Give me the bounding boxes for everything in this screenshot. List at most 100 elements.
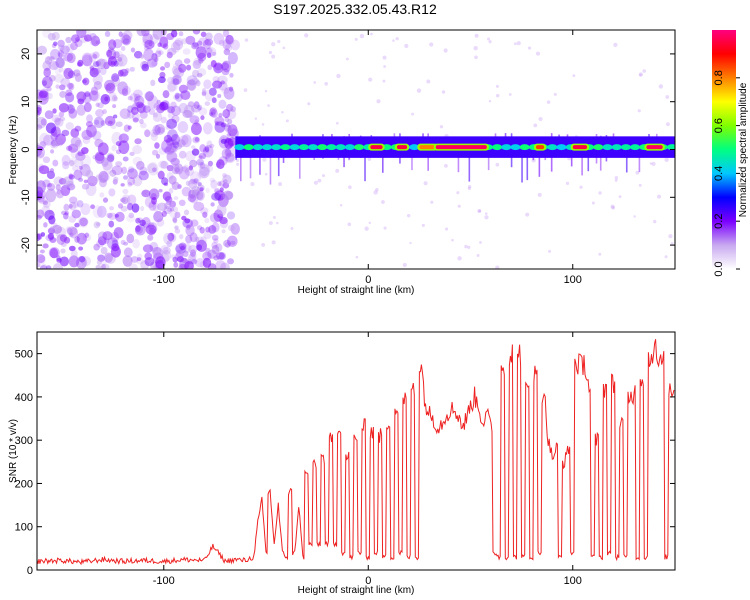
noise-blob: [190, 122, 202, 136]
noise-blob: [82, 135, 91, 145]
noise-blob: [170, 41, 181, 53]
noise-blob: [163, 232, 173, 245]
noise-blob: [155, 153, 161, 159]
noise-blob: [170, 139, 178, 146]
noise-blob: [167, 232, 175, 242]
noise-blob: [120, 46, 126, 51]
noise-blob: [149, 228, 156, 236]
noise-blob: [163, 182, 169, 187]
y-tick-label: 20: [20, 48, 32, 60]
noise-blob: [74, 236, 80, 243]
x-tick-label: -100: [153, 575, 175, 587]
noise-blob: [221, 68, 230, 76]
scatter-point: [355, 255, 359, 259]
high-amplitude-segment: [572, 145, 588, 150]
noise-blob: [178, 31, 184, 37]
noise-blob: [99, 178, 107, 188]
noise-blob: [119, 68, 129, 77]
snr-series-line: [37, 339, 675, 566]
spectrogram-y-axis-label: Frequency (Hz): [8, 116, 19, 185]
noise-blob: [218, 156, 228, 166]
noise-blob: [58, 52, 63, 59]
carrier-blob: [252, 144, 263, 151]
noise-blob: [105, 49, 113, 58]
noise-blob: [217, 94, 222, 98]
noise-blob: [121, 196, 129, 205]
scatter-point: [268, 221, 273, 225]
noise-blob: [222, 108, 231, 119]
noise-blob: [183, 209, 190, 216]
noise-blob: [206, 52, 212, 59]
noise-blob: [68, 245, 76, 252]
noise-blob: [189, 178, 195, 185]
scatter-point: [441, 90, 446, 94]
noise-blob: [188, 244, 198, 254]
noise-blob: [128, 263, 138, 269]
noise-blob: [199, 144, 207, 153]
scatter-point: [282, 46, 286, 50]
noise-blob: [37, 209, 45, 219]
noise-blob: [55, 142, 60, 147]
noise-blob: [159, 36, 169, 48]
noise-blob: [100, 246, 108, 255]
scatter-point: [473, 46, 478, 51]
noise-blob: [222, 30, 230, 38]
noise-blob: [37, 144, 43, 157]
noise-blob: [230, 222, 241, 235]
noise-blob: [115, 161, 123, 167]
noise-blob: [132, 102, 141, 110]
noise-blob: [156, 202, 168, 212]
scatter-point: [406, 213, 411, 218]
noise-blob: [208, 225, 217, 234]
noise-blob: [152, 30, 164, 40]
noise-blob: [206, 140, 213, 149]
y-tick-label: 500: [15, 349, 33, 361]
noise-blob: [115, 121, 123, 128]
noise-blob: [108, 91, 117, 102]
noise-blob: [69, 159, 75, 167]
noise-blob: [218, 112, 223, 118]
noise-blob: [183, 58, 191, 64]
noise-blob: [204, 38, 214, 46]
noise-blob: [142, 244, 154, 253]
noise-blob: [48, 215, 56, 225]
scatter-point: [383, 65, 387, 68]
y-tick-label: -10: [20, 189, 32, 205]
noise-blob: [59, 116, 66, 122]
colorbar-ticks: 0.0 0.2 0.4 0.6 0.8: [713, 70, 740, 277]
noise-blob: [167, 47, 177, 56]
noise-blob: [205, 32, 213, 41]
noise-blob: [71, 34, 80, 43]
noise-blob: [100, 94, 111, 105]
noise-blob: [117, 57, 123, 62]
noise-blob: [104, 115, 116, 127]
carrier-blob: [409, 144, 420, 151]
noise-blob: [47, 182, 53, 188]
noise-blob: [78, 246, 84, 251]
noise-blob: [120, 205, 128, 212]
y-tick-label: 0: [27, 565, 33, 577]
noise-blob: [95, 172, 106, 183]
snr-x-axis-label: Height of straight line (km): [298, 585, 415, 596]
noise-blob: [132, 175, 143, 187]
scatter-point: [488, 40, 492, 44]
spectral-streak: [526, 137, 529, 181]
noise-blob: [104, 30, 111, 38]
noise-blob: [196, 244, 203, 251]
noise-blob: [154, 142, 160, 149]
noise-blob: [42, 94, 47, 98]
noise-blob: [106, 212, 113, 218]
noise-blob: [97, 142, 109, 156]
noise-blob: [53, 41, 58, 46]
noise-blob: [113, 51, 120, 59]
noise-blob: [152, 111, 163, 122]
noise-blob: [215, 252, 225, 260]
noise-blob: [147, 234, 154, 241]
noise-blob: [80, 30, 91, 39]
noise-blob: [97, 102, 104, 109]
noise-blob: [82, 233, 92, 242]
noise-blob: [53, 73, 65, 83]
scatter-point: [484, 215, 489, 220]
noise-blob: [63, 203, 70, 212]
carrier-blob: [243, 144, 254, 151]
